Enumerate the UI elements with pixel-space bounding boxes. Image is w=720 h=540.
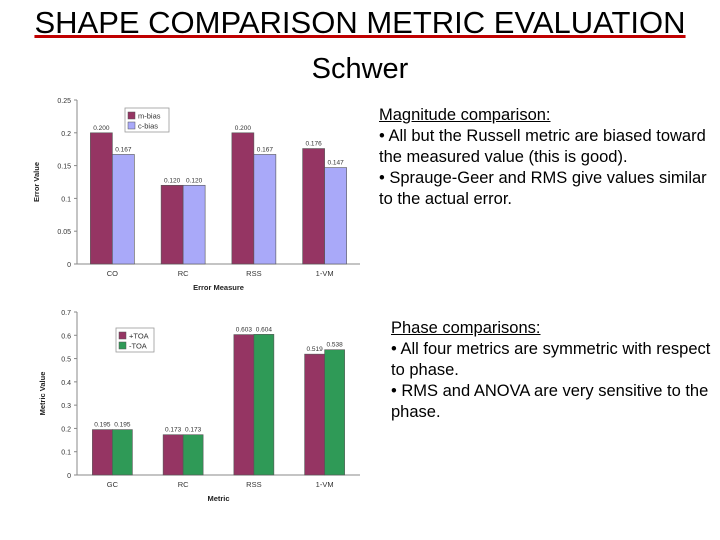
- y-tick-label: 0.7: [61, 310, 71, 317]
- bar: [231, 132, 255, 265]
- magnitude-bullet: • All but the Russell metric are biased …: [379, 127, 706, 166]
- page-subtitle: Schwer: [311, 53, 409, 85]
- y-tick-label: 0.5: [61, 357, 71, 364]
- data-label: 0.519: [306, 346, 323, 353]
- y-tick-label: 0.1: [61, 196, 71, 203]
- data-label: 0.176: [305, 141, 322, 148]
- legend-swatch: [127, 121, 136, 130]
- data-label: 0.120: [186, 177, 203, 184]
- y-tick-label: 0.4: [61, 380, 71, 387]
- data-label: 0.604: [256, 326, 273, 333]
- y-tick-label: 0.15: [57, 164, 71, 171]
- bar: [324, 167, 347, 265]
- legend-label: c-bias: [138, 122, 158, 131]
- data-label: 0.147: [327, 160, 344, 167]
- legend-swatch: [118, 331, 127, 340]
- legend-label: +TOA: [129, 332, 149, 341]
- bar: [253, 154, 277, 265]
- data-label: 0.200: [235, 125, 252, 132]
- y-tick-label: 0: [67, 473, 71, 480]
- x-tick-label: RSS: [246, 480, 261, 489]
- error-value-chart: 0 0.05 0.1 0.15 0.2 0.25 0.200 0.167 CO 0.120 0.12…: [32, 98, 360, 292]
- data-label: 0.195: [114, 422, 131, 429]
- bar: [233, 334, 255, 476]
- bar: [302, 148, 325, 265]
- bar: [92, 429, 113, 476]
- data-label: 0.195: [94, 422, 111, 429]
- data-label: 0.120: [164, 177, 181, 184]
- bar: [324, 349, 345, 476]
- legend-label: -TOA: [129, 342, 147, 351]
- data-label: 0.167: [115, 146, 132, 153]
- x-tick-label: 1-VM: [316, 269, 334, 278]
- x-tick-label: RC: [178, 480, 189, 489]
- bar: [112, 429, 133, 476]
- x-axis-title: Metric: [207, 494, 229, 503]
- y-tick-label: 0.1: [61, 450, 71, 457]
- data-label: 0.200: [93, 125, 110, 132]
- x-axis-title: Error Measure: [193, 283, 244, 292]
- bar: [304, 353, 325, 476]
- magnitude-bullet: • Sprauge-Geer and RMS give values simil…: [379, 169, 707, 208]
- y-axis-title: Error Value: [32, 162, 41, 202]
- data-label: 0.167: [257, 146, 274, 153]
- legend-label: m-bias: [138, 112, 161, 121]
- y-tick-label: 0.2: [61, 131, 71, 138]
- data-label: 0.173: [165, 427, 182, 434]
- magnitude-comparison-text: Magnitude comparison: • All but the Russ…: [379, 105, 709, 210]
- bar: [182, 184, 206, 265]
- bar: [90, 132, 113, 265]
- phase-bullet: • All four metrics are symmetric with re…: [391, 340, 711, 379]
- y-tick-label: 0.25: [57, 98, 71, 105]
- y-tick-label: 0: [67, 262, 71, 269]
- phase-comparison-text: Phase comparisons: • All four metrics ar…: [391, 318, 711, 423]
- x-tick-label: 1-VM: [316, 480, 334, 489]
- phase-bullet: • RMS and ANOVA are very sensitive to th…: [391, 382, 709, 421]
- bar: [253, 334, 275, 476]
- y-tick-label: 0.6: [61, 333, 71, 340]
- data-label: 0.173: [185, 427, 202, 434]
- x-tick-label: RC: [178, 269, 189, 278]
- legend-swatch: [127, 111, 136, 120]
- x-tick-label: CO: [107, 269, 118, 278]
- bar: [162, 434, 184, 476]
- y-tick-label: 0.2: [61, 426, 71, 433]
- bar: [160, 184, 184, 265]
- legend-swatch: [118, 341, 127, 350]
- magnitude-heading: Magnitude comparison:: [379, 106, 551, 124]
- y-tick-label: 0.3: [61, 403, 71, 410]
- data-label: 0.538: [326, 342, 343, 349]
- y-axis-title: Metric Value: [38, 372, 47, 416]
- bar: [112, 154, 135, 265]
- data-label: 0.603: [236, 327, 253, 334]
- phase-heading: Phase comparisons:: [391, 319, 541, 337]
- page-title: SHAPE COMPARISON METRIC EVALUATION: [34, 5, 686, 40]
- x-tick-label: GC: [107, 480, 119, 489]
- bar: [182, 434, 204, 476]
- x-tick-label: RSS: [246, 269, 261, 278]
- y-tick-label: 0.05: [57, 229, 71, 236]
